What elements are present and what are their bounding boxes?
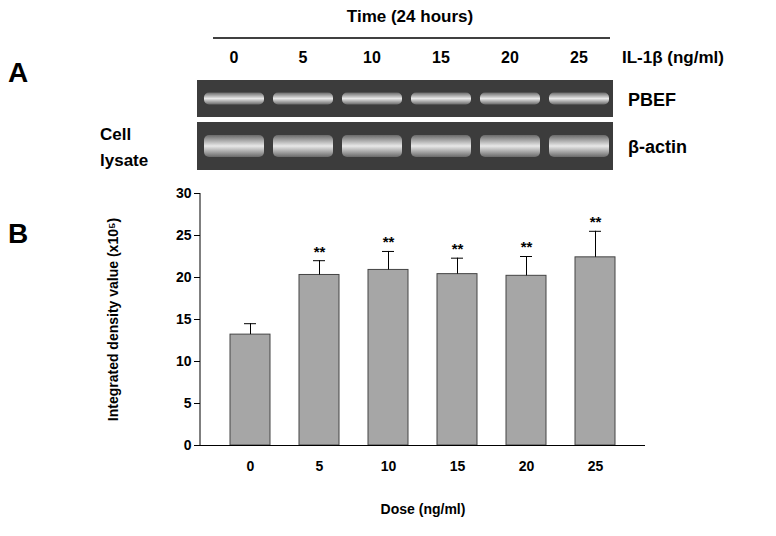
svg-text:**: ** [590,213,602,230]
svg-text:lysate: lysate [100,151,148,170]
svg-text:Cell: Cell [100,125,131,144]
svg-text:10: 10 [381,458,397,474]
svg-text:20: 20 [501,49,519,66]
svg-text:15: 15 [432,49,450,66]
svg-text:β-actin: β-actin [628,137,687,157]
svg-text:**: ** [452,240,464,257]
svg-text:20: 20 [519,458,535,474]
svg-text:10: 10 [176,353,192,369]
svg-text:25: 25 [570,49,588,66]
svg-text:PBEF: PBEF [628,90,676,110]
svg-text:**: ** [521,238,533,255]
svg-text:Time (24 hours): Time (24 hours) [347,7,473,26]
svg-text:**: ** [314,243,326,260]
html-text:B: B [8,218,29,249]
svg-text:15: 15 [176,311,192,327]
svg-text:25: 25 [176,227,192,243]
svg-text:5: 5 [299,49,308,66]
svg-text:IL-1β (ng/ml): IL-1β (ng/ml) [622,48,724,67]
svg-text:0: 0 [184,437,192,453]
svg-text:Dose (ng/ml): Dose (ng/ml) [381,501,466,517]
svg-text:25: 25 [588,458,604,474]
svg-text:Integrated density value (x10⁵: Integrated density value (x10⁵) [105,218,121,421]
svg-text:10: 10 [363,49,381,66]
svg-text:5: 5 [184,395,192,411]
svg-text:30: 30 [176,185,192,201]
svg-text:0: 0 [247,458,255,474]
svg-text:**: ** [383,233,395,250]
svg-text:0: 0 [230,49,239,66]
svg-text:A: A [8,57,28,88]
svg-text:15: 15 [450,458,466,474]
svg-text:5: 5 [316,458,324,474]
svg-text:20: 20 [176,269,192,285]
